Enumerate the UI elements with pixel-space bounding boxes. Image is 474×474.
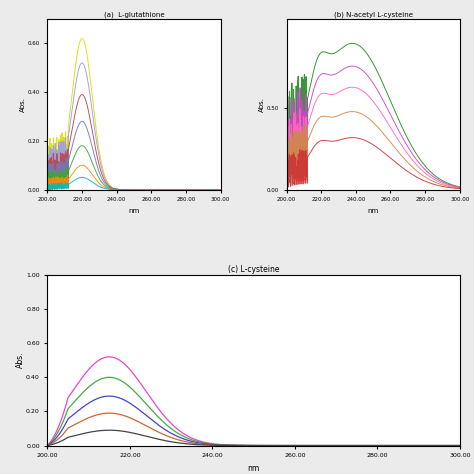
X-axis label: nm: nm [367, 208, 379, 214]
Y-axis label: Abs.: Abs. [259, 97, 265, 112]
X-axis label: nm: nm [128, 208, 140, 214]
Title: (c) L-cysteine: (c) L-cysteine [228, 265, 279, 274]
Title: (a)  L-glutathione: (a) L-glutathione [104, 11, 164, 18]
X-axis label: nm: nm [247, 464, 260, 473]
Y-axis label: Abs.: Abs. [20, 97, 26, 112]
Y-axis label: Abs.: Abs. [16, 352, 25, 368]
Title: (b) N-acetyl L-cysteine: (b) N-acetyl L-cysteine [334, 11, 413, 18]
